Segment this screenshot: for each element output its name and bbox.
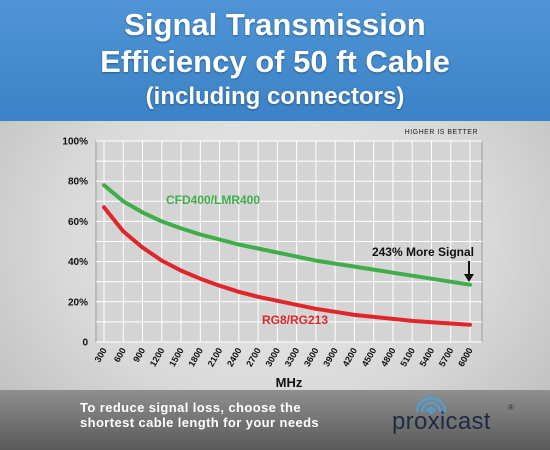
series-label-cfd400: CFD400/LMR400	[166, 193, 260, 207]
title-banner: Signal Transmission Efficiency of 50 ft …	[0, 0, 550, 121]
x-tick-label: 900	[131, 346, 147, 364]
registered-mark: ®	[508, 403, 514, 412]
series-label-rg8: RG8/RG213	[262, 313, 328, 327]
x-tick-label: 3300	[283, 346, 302, 368]
footer: To reduce signal loss, choose the shorte…	[0, 390, 550, 450]
x-tick-label: 2400	[225, 346, 244, 368]
x-tick-label: 600	[112, 346, 128, 364]
y-tick-label: 20%	[68, 297, 88, 308]
x-tick-label: 3600	[302, 346, 321, 368]
x-tick-label: 6000	[456, 346, 475, 368]
y-tick-label: 100%	[62, 137, 88, 148]
title-line-1: Signal Transmission	[124, 7, 426, 42]
x-tick-label: 3000	[263, 346, 282, 368]
x-tick-label: 5400	[418, 346, 437, 368]
x-tick-label: 1800	[186, 346, 205, 368]
x-tick-label: 1200	[148, 346, 167, 368]
x-tick-label: 3900	[321, 346, 340, 368]
footer-tip-line-1: To reduce signal loss, choose the	[80, 400, 302, 415]
series-line-rg8	[102, 205, 472, 327]
footer-tip: To reduce signal loss, choose the shorte…	[80, 400, 380, 430]
y-tick-label: 40%	[68, 257, 88, 268]
signal-waves-icon	[416, 397, 446, 414]
x-tick-label: 4800	[379, 346, 398, 368]
y-tick-label: 80%	[68, 177, 88, 188]
x-tick-label: 1500	[167, 346, 186, 368]
x-tick-label: 5700	[437, 346, 456, 368]
title-line-2: Efficiency of 50 ft Cable	[100, 44, 450, 79]
callout-text: 243% More Signal	[372, 245, 474, 259]
x-tick-label: 5100	[398, 346, 417, 368]
title-line-3: (including connectors)	[145, 83, 405, 110]
x-tick-label: 4500	[360, 346, 379, 368]
callout-arrow-head	[464, 274, 474, 282]
higher-is-better-note: HIGHER IS BETTER	[405, 129, 478, 136]
y-tick-label: 60%	[68, 217, 88, 228]
y-tick-label: 0	[82, 338, 88, 349]
x-tick-label: 300	[93, 346, 109, 364]
brand-logo: proxicast	[392, 408, 491, 435]
footer-tip-line-2: shortest cable length for your needs	[80, 415, 320, 430]
line-chart: 0 20% 40% 60% 80% 100% 300 600 900 1200 1500 1800 21…	[62, 129, 483, 390]
x-axis-label: MHz	[276, 375, 303, 390]
series-line-cfd400	[102, 183, 472, 287]
x-tick-label: 4200	[340, 346, 359, 368]
x-tick-label: 2700	[244, 346, 263, 368]
x-tick-label: 2100	[206, 346, 225, 368]
